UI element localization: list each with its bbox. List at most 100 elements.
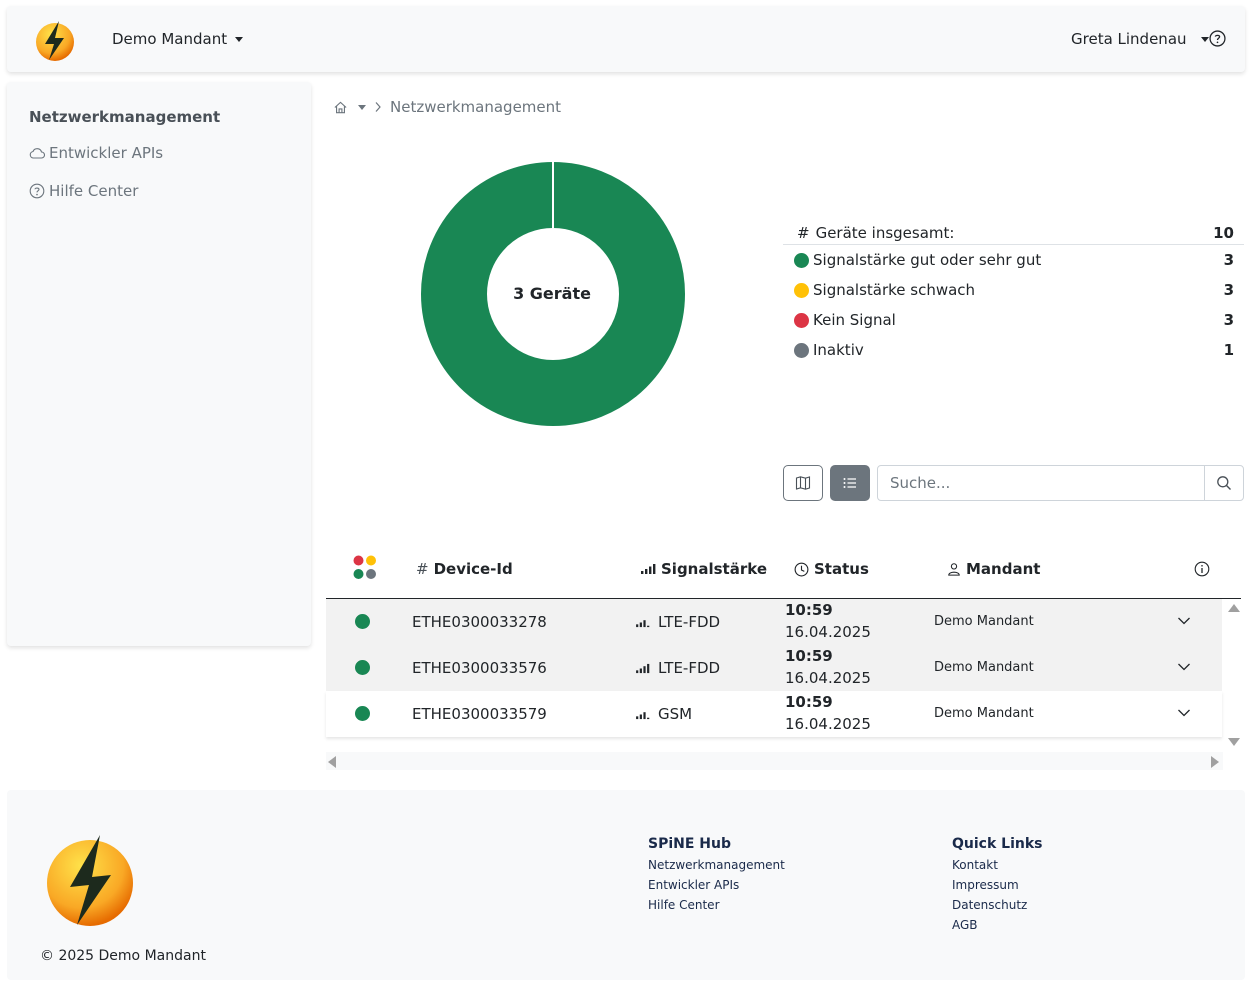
device-id-cell: ETHE0300033579 [412,705,547,723]
footer-column-title: Quick Links [952,836,1043,852]
legend-label: Kein Signal [813,311,896,329]
column-label: Device-Id [433,560,513,578]
column-header-device-id[interactable]: # Device-Id [416,560,513,578]
search-input[interactable] [878,466,1204,500]
lightning-logo-icon[interactable] [33,18,77,62]
search-box [877,465,1244,501]
lightning-logo-icon [47,835,133,926]
horizontal-scrollbar[interactable] [326,752,1223,770]
status-date: 16.04.2025 [785,715,871,733]
mandant-cell: Demo Mandant [934,660,1034,675]
status-time: 10:59 [785,647,833,665]
sidebar-item-entwickler-apis[interactable]: Entwickler APIs [29,144,163,162]
legend-label: Signalstärke schwach [813,281,976,299]
signal-cell: LTE-FDD [635,613,720,631]
caret-down-icon[interactable] [358,104,366,110]
footer-link-hilfe-center[interactable]: Hilfe Center [648,898,720,912]
chevron-down-icon[interactable] [1177,616,1191,626]
map-icon [795,476,811,490]
legend-row-good[interactable]: Signalstärke gut oder sehr gut 3 [783,245,1244,275]
home-icon[interactable] [333,100,348,115]
signal-bars-icon [636,619,650,627]
scroll-down-arrow[interactable] [1228,738,1240,746]
column-header-signal[interactable]: Signalstärke [640,560,767,578]
column-header-status[interactable]: Status [794,560,869,578]
legend-row-no-signal[interactable]: Kein Signal 3 [783,305,1244,335]
status-time: 10:59 [785,601,833,619]
devices-donut-chart [421,162,685,426]
mandant-cell: Demo Mandant [934,614,1034,629]
chevron-down-icon[interactable] [1177,708,1191,718]
legend-value: 3 [1223,281,1234,299]
signal-bars-icon [636,663,650,673]
signal-cell: GSM [635,705,692,723]
legend-row-weak[interactable]: Signalstärke schwach 3 [783,275,1244,305]
status-dot-gray [794,342,809,358]
search-icon [1217,476,1231,490]
search-button[interactable] [1204,466,1243,500]
info-circle-icon[interactable] [1194,561,1210,577]
chevron-right-icon [375,102,381,112]
status-cell: 10:59 16.04.2025 [785,691,871,735]
caret-down-icon [235,36,244,42]
cloud-icon [29,148,45,159]
legend-value: 3 [1223,251,1234,269]
footer-column-title: SPiNE Hub [648,836,732,852]
help-circle-icon[interactable] [1209,30,1226,47]
total-text: Geräte insgesamt: [815,224,955,242]
sidebar-item-hilfe-center[interactable]: Hilfe Center [29,182,138,200]
chevron-down-icon[interactable] [1177,662,1191,672]
breadcrumb-current: Netzwerkmanagement [390,98,562,116]
status-date: 16.04.2025 [785,669,871,687]
status-dot-red [794,312,809,328]
footer-link-impressum[interactable]: Impressum [952,878,1019,892]
scroll-right-arrow[interactable] [1211,756,1219,768]
user-name: Greta Lindenau [1071,30,1187,48]
mandant-cell: Demo Mandant [934,706,1034,721]
list-icon [843,478,856,488]
legend-label: Signalstärke gut oder sehr gut [813,251,1042,269]
map-view-button[interactable] [783,465,823,501]
status-filter-dots-icon[interactable] [352,554,378,582]
hash-icon: # [416,560,429,578]
tenant-dropdown[interactable]: Demo Mandant [112,30,244,48]
table-row[interactable]: ETHE0300033579 GSM 10:59 16.04.2025 Demo… [326,691,1222,737]
device-id-cell: ETHE0300033278 [412,613,547,631]
footer-link-kontakt[interactable]: Kontakt [952,858,998,872]
status-time: 10:59 [785,693,833,711]
hash-icon: # [797,224,810,242]
column-header-mandant[interactable]: Mandant [947,560,1040,578]
list-view-button[interactable] [830,465,870,501]
table-row[interactable]: ETHE0300033278 LTE-FDD 10:59 16.04.2025 … [326,599,1222,645]
footer-link-entwickler-apis[interactable]: Entwickler APIs [648,878,740,892]
legend-label: Inaktiv [813,341,864,359]
scroll-left-arrow[interactable] [328,756,336,768]
breadcrumb: Netzwerkmanagement [333,98,561,116]
signal-text: GSM [658,705,693,723]
caret-down-icon [1200,36,1209,42]
copyright-text: © 2025 Demo Mandant [40,948,206,964]
footer-link-netzwerkmanagement[interactable]: Netzwerkmanagement [648,858,785,872]
legend-row-inactive[interactable]: Inaktiv 1 [783,335,1244,365]
user-dropdown[interactable]: Greta Lindenau [1071,30,1209,48]
column-label: Status [814,560,869,578]
signal-bars-icon [641,564,656,574]
sidebar-item-label: Hilfe Center [49,182,139,200]
status-dot-green [355,706,370,721]
status-dot-yellow [794,282,809,298]
sidebar-item-label: Entwickler APIs [49,144,164,162]
footer-link-datenschutz[interactable]: Datenschutz [952,898,1028,912]
scroll-up-arrow[interactable] [1228,604,1240,612]
top-navbar: Demo Mandant Greta Lindenau [7,6,1245,72]
tenant-label: Demo Mandant [112,30,228,48]
footer: © 2025 Demo Mandant SPiNE Hub Netzwerkma… [7,790,1245,980]
sidebar-title[interactable]: Netzwerkmanagement [29,108,221,126]
signal-text: LTE-FDD [658,659,721,677]
signal-text: LTE-FDD [658,613,721,631]
device-table-body: ETHE0300033278 LTE-FDD 10:59 16.04.2025 … [326,599,1222,737]
clock-icon [794,562,809,576]
question-circle-icon [29,183,45,199]
signal-bars-icon [636,711,650,719]
footer-link-agb[interactable]: AGB [952,918,978,932]
table-row[interactable]: ETHE0300033576 LTE-FDD 10:59 16.04.2025 … [326,645,1222,691]
